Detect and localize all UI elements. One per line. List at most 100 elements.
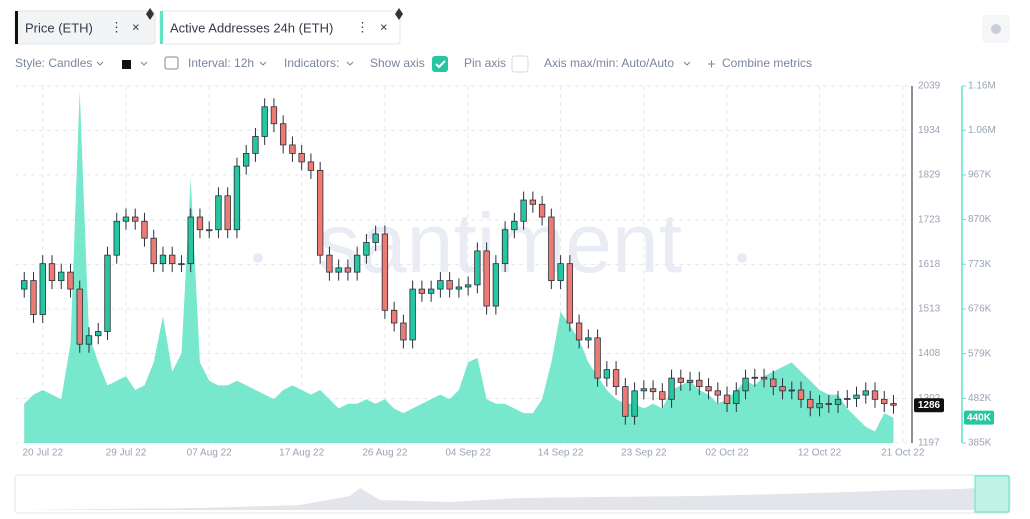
candle-body [76,288,83,345]
x-tick-label: 21 Oct 22 [881,448,925,459]
value-badge [964,410,994,425]
candle-body [233,165,241,231]
style-select[interactable]: Style: Candles [15,56,92,70]
candle-body [252,136,259,154]
candle-body [307,161,315,171]
x-tick-label: 17 Aug 22 [279,448,324,459]
candle-body [742,377,749,392]
show-axis-checkbox[interactable] [432,56,448,72]
candle-body [622,386,629,417]
candle-body [686,379,694,383]
candle-body [594,337,601,379]
tab-label: Active Addresses 24h (ETH) [170,20,333,35]
candle-body [733,390,740,404]
candle-body [326,254,333,273]
interval-select[interactable]: Interval: 12h [188,56,254,70]
y-tick-label: 1197 [918,438,940,449]
watermark: santiment [318,196,682,290]
candle-body [270,106,278,125]
candle-body [169,254,176,265]
candle-body [113,220,120,256]
candle-body [575,322,583,341]
candle-body [363,242,370,256]
tab-label: Price (ETH) [25,20,93,35]
watermark-dot [253,253,263,263]
y2-tick-label: 385K [968,438,992,449]
chevron [96,61,104,66]
plot: santiment1197130214081513161817231829193… [15,81,996,459]
y2-tick-label: 1.06M [968,125,996,136]
x-tick-label: 12 Oct 22 [798,448,842,459]
candle-body [714,390,721,396]
candle-body [344,267,352,273]
candle-body [178,263,185,266]
candle-body [862,390,869,396]
indicators-select[interactable]: Indicators: [284,56,339,70]
candle-body [788,389,795,392]
candle-body [289,144,296,154]
x-tick-label: 07 Aug 22 [187,448,232,459]
candle-body [455,286,463,290]
area [24,90,894,443]
y-tick-label: 1408 [918,348,941,359]
candle-body [437,280,444,290]
candle-body [224,195,231,231]
candle-body [816,403,823,409]
pin-axis-label: Pin axis [464,56,506,70]
candle-body [492,263,500,307]
candle-body [612,369,620,388]
candle-body [649,388,657,393]
candle-body [520,199,527,222]
candle-body [585,337,592,341]
candle-body [696,379,703,388]
candle-body [159,254,167,265]
y2-tick-label: 676K [968,304,992,315]
tab-menu[interactable]: ⋮ [356,19,369,34]
tab-marker [15,11,18,44]
tab-close[interactable]: × [132,19,140,34]
candle-body [723,394,731,404]
axis-range-select[interactable]: Axis max/min: Auto/Auto [544,56,674,70]
candle-body [797,389,805,400]
candle-body [58,271,65,282]
candle-body [474,250,481,286]
candle-body [631,390,638,417]
candle-body [141,220,148,239]
x-tick-label: 02 Oct 22 [705,448,749,459]
eth-icon [395,8,403,20]
candle-body [844,398,851,400]
candle-body [67,271,74,290]
x-tick-label: 26 Aug 22 [362,448,407,459]
settings-icon [991,24,1001,34]
color-select[interactable] [122,60,131,69]
x-tick-label: 29 Jul 22 [106,448,147,459]
tab-menu[interactable]: ⋮ [110,19,123,34]
candle-body [890,403,897,406]
candle-body [280,123,287,146]
candle-body [187,216,194,265]
candle-body [668,377,675,400]
navigator-window[interactable] [974,475,1010,513]
candle-body [770,378,777,388]
candle-body [834,398,842,405]
candle-body [871,390,879,400]
candle-body [807,398,814,409]
candle-body [316,169,324,256]
navigator-preview [20,488,975,510]
tab-close[interactable]: × [380,19,388,34]
candle-body [206,229,213,232]
candle-body [548,216,555,282]
candle-body [409,288,416,341]
y-tick-label: 1829 [918,170,941,181]
candle-body [132,216,139,222]
y2-tick-label: 773K [968,259,992,270]
plus-icon [708,60,715,68]
chevron [259,61,267,66]
combine-button[interactable]: Combine metrics [722,56,812,70]
candle-body [446,280,453,290]
pin-axis-checkbox[interactable] [511,55,529,73]
watermark-dot [737,253,747,263]
y2-tick-label: 870K [968,214,992,225]
